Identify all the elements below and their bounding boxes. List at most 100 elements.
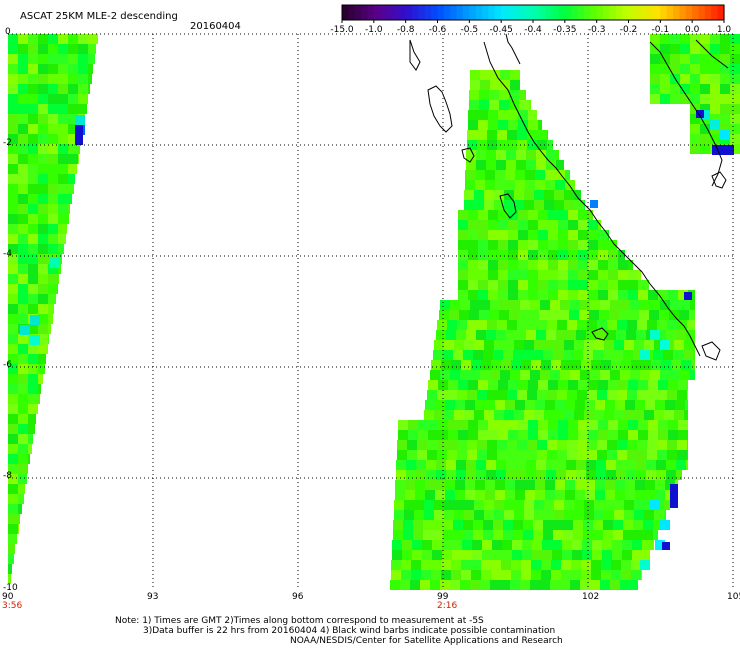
swath-cell (720, 130, 730, 140)
swath-cell (679, 310, 689, 320)
swath-cell (630, 370, 640, 380)
swath-cell (730, 124, 740, 134)
swath-cell (486, 470, 496, 480)
swath-cell (481, 570, 491, 580)
swath-cell (533, 350, 543, 360)
swath-cell (18, 334, 28, 344)
swath-cell (485, 180, 495, 190)
swath-cell (8, 84, 18, 94)
swath-cell (528, 220, 538, 230)
swath-cell (406, 470, 416, 480)
swath-cell (639, 310, 649, 320)
swath-cell (504, 340, 514, 350)
swath-cell (440, 300, 450, 310)
swath-cell (28, 154, 38, 164)
swath-cell (8, 484, 18, 494)
swath-cell (444, 510, 454, 520)
swath-cell (470, 300, 480, 310)
swath-cell (617, 440, 627, 450)
swath-cell (638, 430, 648, 440)
swath-cell (571, 360, 581, 370)
colorbar-swatch (437, 5, 445, 20)
swath-cell (38, 84, 48, 94)
swath-cell (517, 440, 527, 450)
swath-cell (630, 580, 638, 590)
swath-cell (517, 320, 527, 330)
swath-cell (644, 510, 654, 520)
colorbar-swatch (507, 5, 515, 20)
swath-cell (415, 490, 425, 500)
swath-cell (680, 94, 690, 104)
swath-cell (434, 340, 444, 350)
colorbar-swatch (666, 5, 674, 20)
swath-cell (677, 450, 687, 460)
swath-cell (458, 380, 468, 390)
colorbar-label: -15.0 (330, 25, 354, 35)
swath-cell (466, 460, 476, 470)
swath-cell (538, 290, 548, 300)
swath-cell (38, 394, 40, 404)
swath-cell (691, 360, 695, 370)
swath-cell (18, 434, 28, 444)
swath-cell (474, 410, 484, 420)
swath-cell (428, 380, 438, 390)
swath-cell (730, 34, 740, 44)
swath-cell (680, 370, 690, 380)
swath-cell (38, 374, 43, 384)
swath-cell (450, 300, 460, 310)
swath-cell (660, 54, 670, 64)
swath-cell (690, 144, 700, 154)
swath-cell (605, 480, 615, 490)
swath-cell (588, 260, 598, 270)
swath-cell (700, 84, 710, 94)
swath-cell (457, 320, 467, 330)
swath-cell (402, 540, 412, 550)
swath-cell (18, 364, 28, 374)
swath-cell (425, 490, 435, 500)
swath-cell (626, 460, 636, 470)
swath-cell (452, 550, 462, 560)
swath-cell (400, 580, 410, 590)
swath-cell (551, 560, 561, 570)
swath-cell (550, 370, 560, 380)
swath-cell (414, 500, 424, 510)
swath-cell (468, 270, 478, 280)
swath-cell (48, 104, 58, 114)
swath-cell (478, 280, 488, 290)
swath-cell (508, 240, 518, 250)
swath-cell (661, 360, 671, 370)
swath-cell (618, 430, 628, 440)
swath-cell (478, 290, 488, 300)
swath-cell (578, 220, 588, 230)
swath-cell (48, 214, 58, 224)
swath-cell (516, 470, 526, 480)
swath-cell (524, 340, 534, 350)
swath-cell (535, 400, 545, 410)
swath-cell (38, 224, 48, 234)
swath-cell (515, 180, 525, 190)
swath-cell (489, 310, 499, 320)
swath-cell (488, 230, 498, 240)
swath-cell (700, 134, 710, 144)
swath-cell (594, 410, 604, 420)
swath-cell (534, 410, 544, 420)
swath-cell (527, 390, 537, 400)
swath-cell (666, 460, 676, 470)
swath-cell (622, 540, 632, 550)
swath-cell (391, 560, 401, 570)
swath-cell (457, 390, 467, 400)
swath-cell (411, 560, 421, 570)
swath-cell (498, 290, 508, 300)
swath-cell (478, 240, 488, 250)
swath-cell (8, 544, 15, 554)
swath-cell (473, 530, 483, 540)
swath-cell (18, 344, 28, 354)
swath-cell (8, 404, 18, 414)
swath-cell (536, 460, 546, 470)
swath-cell (485, 480, 495, 490)
swath-cell (608, 250, 618, 260)
swath-cell (391, 570, 401, 580)
swath-cell (68, 154, 78, 164)
swath-cell (558, 270, 568, 280)
swath-cell (540, 370, 550, 380)
